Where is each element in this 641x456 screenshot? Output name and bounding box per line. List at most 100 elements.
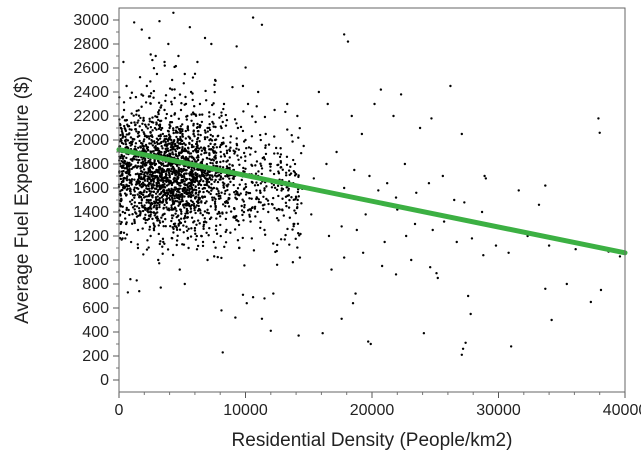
data-point <box>218 215 222 218</box>
data-point <box>148 225 152 229</box>
data-point <box>221 203 225 206</box>
data-point <box>190 227 193 230</box>
data-point <box>145 84 149 88</box>
data-point <box>219 160 222 164</box>
data-point <box>152 222 155 225</box>
data-point <box>192 133 195 136</box>
data-point <box>122 169 125 173</box>
data-point <box>236 192 239 195</box>
data-point <box>173 88 176 91</box>
data-point <box>203 146 206 149</box>
data-point <box>171 194 174 197</box>
data-point <box>121 180 125 183</box>
data-point <box>196 244 200 248</box>
data-point <box>143 159 147 162</box>
data-point <box>164 117 168 120</box>
data-point <box>157 232 160 236</box>
data-point <box>170 167 173 171</box>
data-point <box>197 191 201 194</box>
data-point <box>188 142 191 146</box>
data-point <box>138 184 142 187</box>
data-point <box>241 236 244 240</box>
data-point <box>189 207 193 210</box>
data-point <box>148 36 151 40</box>
data-point <box>226 188 229 192</box>
data-point <box>211 120 214 124</box>
data-point <box>141 181 145 184</box>
data-point <box>293 222 296 226</box>
data-point <box>202 190 205 194</box>
data-point <box>148 95 152 98</box>
data-point <box>162 181 165 184</box>
data-point <box>164 99 167 103</box>
data-point <box>203 36 207 40</box>
data-point <box>186 128 190 132</box>
data-point <box>154 54 157 58</box>
data-point <box>195 175 199 179</box>
data-point <box>182 231 185 234</box>
data-point <box>163 64 166 67</box>
data-point <box>134 172 138 176</box>
y-tick-label: 2200 <box>73 108 109 125</box>
x-tick-label: 40000 <box>603 402 641 419</box>
data-point <box>176 147 179 150</box>
data-point <box>162 176 166 179</box>
data-point <box>175 228 179 232</box>
data-point <box>176 126 179 129</box>
data-point <box>177 224 180 227</box>
data-point <box>121 134 125 138</box>
data-point <box>170 206 173 209</box>
data-point <box>214 198 217 201</box>
data-point <box>159 106 162 109</box>
data-point <box>403 162 407 166</box>
data-point <box>152 206 155 209</box>
data-point <box>192 175 195 178</box>
data-point <box>161 220 165 223</box>
data-point <box>214 156 217 159</box>
data-point <box>158 221 162 224</box>
data-point <box>170 78 174 82</box>
data-point <box>272 172 276 176</box>
data-point <box>164 143 168 146</box>
data-point <box>159 200 162 203</box>
data-point <box>177 117 181 120</box>
data-point <box>122 124 126 128</box>
data-point <box>233 228 237 231</box>
data-point <box>184 137 188 140</box>
data-point <box>140 186 143 189</box>
data-point <box>186 212 189 215</box>
data-point <box>240 209 244 212</box>
data-point <box>131 140 134 143</box>
data-point <box>167 183 170 186</box>
data-point <box>162 164 166 168</box>
data-point <box>185 200 188 203</box>
data-point <box>202 180 205 183</box>
data-point <box>181 132 184 136</box>
data-point <box>176 200 179 203</box>
data-point <box>190 119 193 122</box>
data-point <box>148 165 152 169</box>
data-point <box>198 113 201 116</box>
data-point <box>180 139 183 142</box>
data-point <box>177 168 180 171</box>
data-point <box>239 125 243 129</box>
data-point <box>185 118 189 121</box>
data-point <box>180 102 183 105</box>
data-point <box>282 214 285 217</box>
data-point <box>291 140 294 143</box>
data-point <box>484 177 488 180</box>
data-point <box>205 189 209 193</box>
data-point <box>222 153 226 156</box>
data-point <box>126 175 129 178</box>
data-point <box>210 182 213 186</box>
data-point <box>135 130 138 133</box>
data-point <box>124 217 127 220</box>
data-point <box>219 234 222 238</box>
data-point <box>199 146 203 149</box>
data-point <box>171 216 174 220</box>
data-point <box>131 159 134 162</box>
data-point <box>196 136 200 140</box>
data-point <box>263 189 266 192</box>
data-point <box>287 206 291 209</box>
data-point <box>193 158 196 161</box>
